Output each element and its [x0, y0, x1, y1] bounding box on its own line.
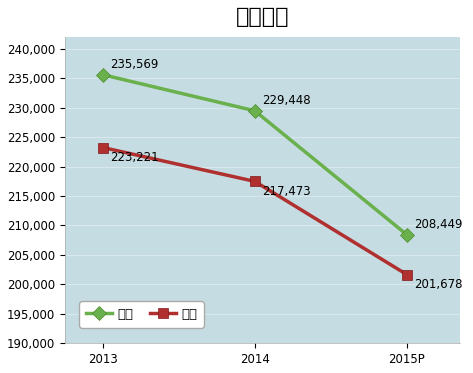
- Line: 남성: 남성: [98, 142, 412, 279]
- Text: 217,473: 217,473: [263, 185, 311, 198]
- 남성: [404, 272, 410, 277]
- Line: 여성: 여성: [98, 70, 412, 239]
- Text: 201,678: 201,678: [414, 278, 463, 291]
- Text: 223,221: 223,221: [111, 151, 159, 164]
- 남성: [100, 145, 106, 150]
- 여성: [252, 109, 258, 113]
- Text: 208,449: 208,449: [414, 218, 463, 231]
- Text: 229,448: 229,448: [263, 94, 311, 107]
- Text: 235,569: 235,569: [111, 58, 159, 71]
- Title: 농가인구: 농가인구: [236, 7, 289, 27]
- 남성: [252, 179, 258, 184]
- 여성: [404, 232, 410, 237]
- Legend: 여성, 남성: 여성, 남성: [79, 301, 204, 327]
- 여성: [100, 72, 106, 77]
